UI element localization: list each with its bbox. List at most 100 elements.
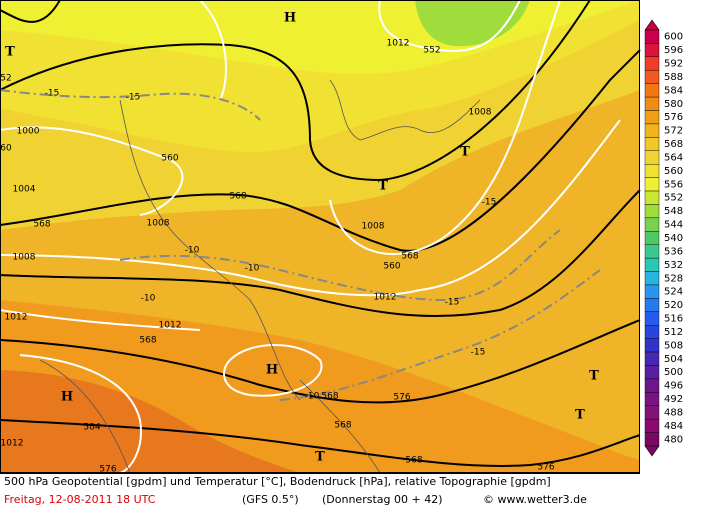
colorbar-label: 492 [664, 394, 683, 405]
color-cell [644, 244, 660, 259]
color-cell [644, 137, 660, 151]
colorbar-label: 488 [664, 407, 683, 418]
pressure-center: T [378, 179, 388, 194]
color-cell [644, 284, 660, 299]
contour-label: 568 [33, 220, 50, 230]
temperature-isotherms [0, 89, 601, 401]
colorbar-arrow-bottom [644, 445, 660, 457]
map: H T T T H H T T T 1012 552 1008 -15 -15 -15 -15 -10 -10 -1… [0, 0, 641, 475]
isobar [19, 354, 142, 474]
color-cell [644, 177, 660, 192]
isobar [0, 309, 201, 331]
colorbar-label: 572 [664, 126, 683, 137]
color-cell [644, 150, 660, 165]
colorbar-label: 512 [664, 327, 683, 338]
isobar [0, 119, 621, 297]
contour-label: -15 [126, 93, 141, 103]
coastlines [39, 79, 481, 474]
color-cell [644, 29, 660, 44]
contour-label: 60 [0, 144, 12, 154]
color-cell [644, 83, 660, 98]
color-cell [644, 271, 660, 286]
colorbar-label: 508 [664, 340, 683, 351]
color-cell [644, 56, 660, 71]
pressure-center: T [315, 450, 325, 465]
pressure-center: T [575, 408, 585, 423]
contour-label: 568 [401, 252, 418, 262]
pressure-center: H [284, 11, 296, 26]
color-cell [644, 217, 660, 232]
contour-label: 552 [423, 46, 440, 56]
colorbar-label: 580 [664, 99, 683, 110]
contour-label: 560 [383, 262, 400, 272]
contour-label: 1012 [1, 439, 24, 449]
pressure-center: H [266, 363, 278, 378]
colorbar-label: 576 [664, 112, 683, 123]
color-cell [644, 365, 660, 380]
contour-label: 1012 [374, 293, 397, 303]
colorbar: 600 596 592 588 584 580 576 572 568 564 560 556 552 5… [644, 19, 683, 457]
contour-label: -10 [185, 246, 200, 256]
colorbar-label: 484 [664, 421, 683, 432]
colorbar-label: 564 [664, 152, 683, 163]
color-cell [644, 338, 660, 353]
isobar [378, 0, 521, 52]
colorbar-label: 520 [664, 300, 683, 311]
contour-label: -15 [471, 348, 486, 358]
contour-label: 1012 [159, 321, 182, 331]
colorbar-label: 560 [664, 166, 683, 177]
contour [0, 189, 641, 318]
color-cell [644, 325, 660, 339]
colorbar-label: 588 [664, 72, 683, 83]
footer-description: 500 hPa Geopotential [gpdm] und Temperat… [4, 475, 551, 488]
color-cell [644, 418, 660, 433]
colorbar-label: 528 [664, 273, 683, 284]
color-cell [644, 123, 660, 138]
map-labels: H T T T H H T T T 1012 552 1008 -15 -15 -15 -15 -10 -10 -1… [0, 11, 599, 475]
colorbar-label: 524 [664, 287, 683, 298]
colorbar-label: 556 [664, 179, 683, 190]
colorbar-label: 480 [664, 434, 683, 445]
contour-label: 1004 [13, 185, 36, 195]
color-cell [644, 257, 660, 272]
contour-label: 568 [229, 192, 246, 202]
color-cell [644, 231, 660, 245]
colorbar-label: 568 [664, 139, 683, 150]
isobar [199, 0, 227, 101]
contour-label: 1008 [469, 108, 492, 118]
footer-run: (Donnerstag 00 + 42) [322, 493, 442, 506]
coastline [39, 359, 131, 474]
color-cell [644, 163, 660, 178]
colorbar-label: 600 [664, 32, 683, 43]
colorbar-label: 536 [664, 246, 683, 257]
contour-label: 1012 [5, 313, 28, 323]
color-cell [644, 405, 660, 420]
contour-label: 1008 [147, 219, 170, 229]
contour-label: -10 [245, 264, 260, 274]
zone-576 [0, 370, 300, 473]
colorbar-label: 584 [664, 85, 683, 96]
isotherm [279, 269, 601, 401]
coastline [299, 379, 381, 474]
color-cell [644, 432, 660, 447]
contour-label: -10 [141, 294, 156, 304]
colorbar-label: 592 [664, 59, 683, 70]
contour-label: 568 [139, 336, 156, 346]
isobar [329, 0, 561, 256]
pressure-center: T [460, 145, 470, 160]
isobar [0, 126, 184, 216]
colorbar-label: 548 [664, 206, 683, 217]
contour-label: 576 [393, 393, 410, 403]
pressure-center: T [589, 369, 599, 384]
map-frame [0, 0, 640, 473]
color-cell [644, 392, 660, 406]
footer-credit: © www.wetter3.de [483, 493, 587, 506]
isotherm [0, 89, 261, 121]
contour-label: -15 [445, 298, 460, 308]
colorbar-label: 540 [664, 233, 683, 244]
color-cell [644, 190, 660, 205]
color-cell [644, 43, 660, 58]
contour-label: 568 [321, 392, 338, 402]
contour-label: -15 [45, 89, 60, 99]
